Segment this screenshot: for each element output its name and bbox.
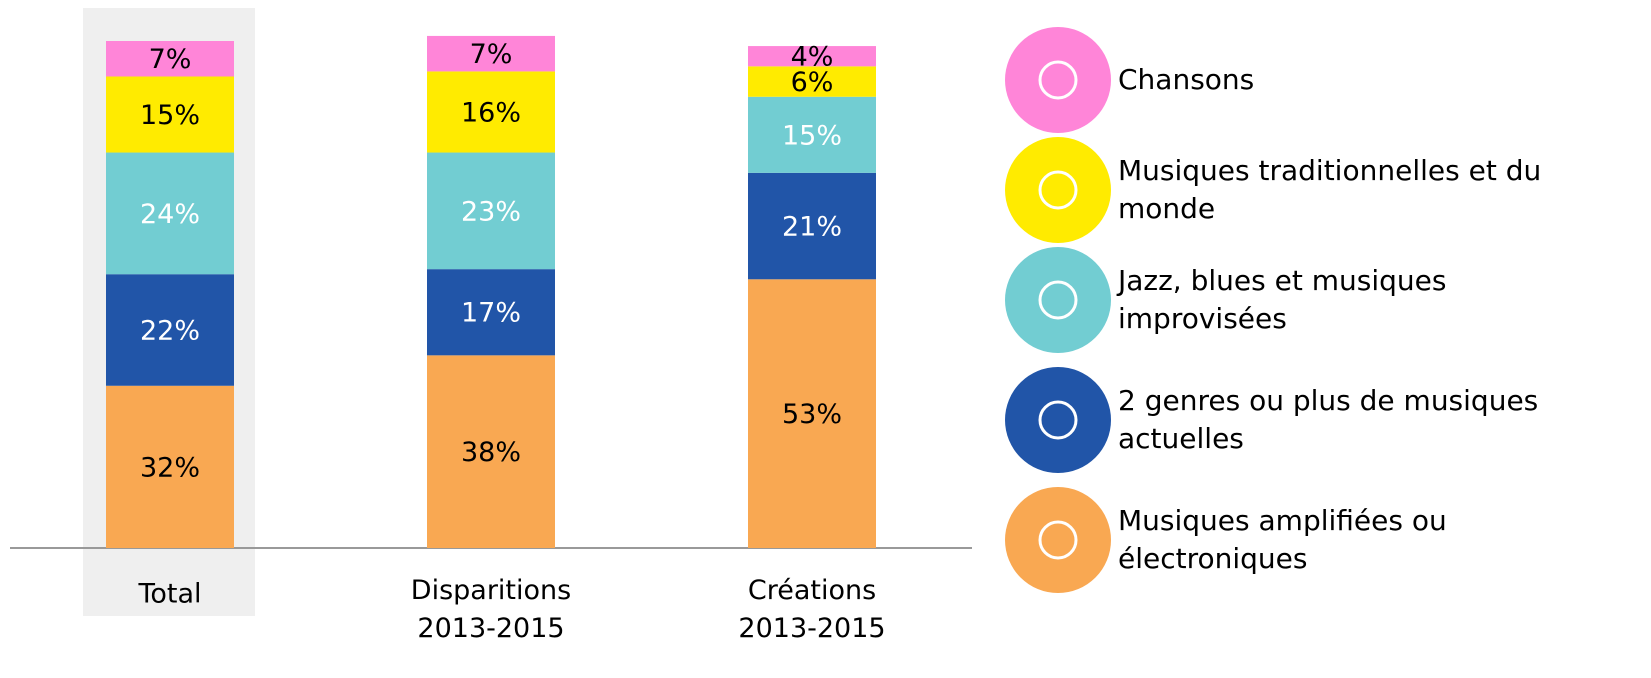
legend-icon [1005,137,1111,243]
legend-icon-glyph [1038,170,1078,210]
label-line: 2013-2015 [417,613,564,644]
data-label: 24% [140,199,200,230]
bar-segment [427,269,555,356]
bar-segment [427,152,555,270]
legend-icon [1005,27,1111,133]
legend-label: Chansons [1118,63,1255,96]
bar-segment [748,172,876,280]
x-tick-label: Créations 2013-2015 [738,575,885,644]
data-label: 4% [791,42,834,73]
data-label: 7% [470,39,513,70]
legend-label: Jazz, blues et musiques improvisées [1118,264,1447,335]
legend-icon [1005,247,1111,353]
legend-label: Musiques traditionnelles et du monde [1118,154,1542,225]
bar-segment [427,35,555,72]
bar-segment [106,76,234,153]
bar-segment [748,96,876,173]
legend-label: 2 genres ou plus de musiques actuelles [1118,384,1539,455]
data-label: 32% [140,452,200,483]
data-label: 21% [782,212,842,243]
data-label: 23% [461,196,521,227]
bar-segment [748,66,876,97]
legend-icon-glyph [1038,60,1078,100]
bar-segment [106,274,234,386]
data-label: 53% [782,399,842,430]
bar-segment [427,355,555,548]
x-tick-label: Disparitions 2013-2015 [411,575,571,644]
legend-icon-glyph [1038,280,1078,320]
label-line: Disparitions [411,575,571,606]
bar-segment [106,152,234,275]
data-label: 15% [782,120,842,151]
legend-icon-glyph [1038,520,1078,560]
data-label: 15% [140,100,200,131]
data-label: 22% [140,315,200,346]
bar-segment [748,46,876,67]
data-label: 7% [149,44,192,75]
bar-segment [427,71,555,153]
bar-segment [106,41,234,77]
data-label: 16% [461,97,521,128]
label-line: 2013-2015 [738,613,885,644]
legend-label: Musiques amplifiées ou électroniques [1118,504,1447,575]
x-tick-label: Total [137,579,201,610]
data-label: 6% [791,67,834,98]
legend-icon [1005,367,1111,473]
data-label: 38% [461,437,521,468]
legend-icon-glyph [1038,400,1078,440]
data-label: 17% [461,298,521,329]
label-line: Créations [748,575,876,606]
bar-segment [748,279,876,548]
bar-segment [106,385,234,548]
legend-icon [1005,487,1111,593]
